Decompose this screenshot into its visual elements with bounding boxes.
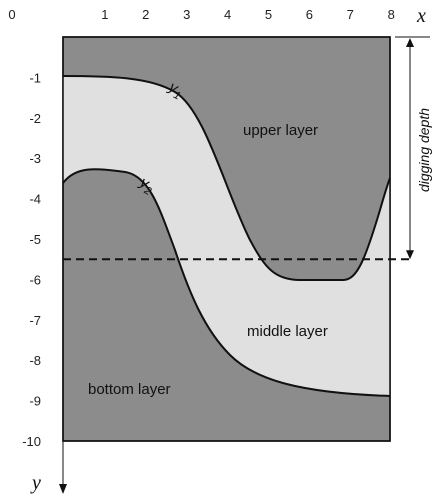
- x-tick-label: 1: [101, 7, 108, 22]
- digging-depth-label: digging depth: [416, 108, 432, 192]
- x-tick-label: 4: [224, 7, 231, 22]
- y-axis-name: y: [30, 472, 41, 494]
- x-tick-label: 8: [388, 7, 395, 22]
- x-axis-name: x: [416, 5, 426, 27]
- y-tick-label: -6: [29, 272, 41, 287]
- x-tick-label: 0: [8, 7, 15, 22]
- middle-layer-label: middle layer: [247, 323, 328, 340]
- x-tick-label: 2: [142, 7, 149, 22]
- x-tick-label: 5: [265, 7, 272, 22]
- y-tick-label: -4: [29, 192, 41, 207]
- digging-depth-arrow: [395, 36, 430, 260]
- plot-border: [62, 36, 391, 442]
- y-tick-label: -5: [29, 232, 41, 247]
- y-tick-label: -10: [22, 434, 41, 449]
- y-tick-label: -1: [29, 70, 41, 85]
- y-tick-labels: -1 -2 -3 -4 -5 -6 -7 -8 -9 -10: [22, 70, 41, 449]
- y-axis-arrowhead: [59, 484, 67, 494]
- x-tick-label: 3: [183, 7, 190, 22]
- depth-arrow-head-top: [406, 38, 414, 47]
- bottom-layer-label: bottom layer: [88, 381, 171, 398]
- depth-arrow-head-bottom: [406, 250, 414, 260]
- upper-layer-label: upper layer: [243, 122, 318, 139]
- middle-layer-region: [63, 76, 390, 396]
- y-tick-label: -8: [29, 353, 41, 368]
- curve-y1: [62, 75, 391, 281]
- y-tick-label: -2: [29, 111, 41, 126]
- curve-y2: [62, 168, 391, 397]
- y-tick-label: -3: [29, 151, 41, 166]
- x-tick-label: 7: [347, 7, 354, 22]
- x-tick-labels: 0 1 2 3 4 5 6 7 8: [8, 7, 394, 22]
- curve-y1-subscript: 1: [171, 89, 182, 102]
- y-tick-label: -9: [29, 394, 41, 409]
- x-tick-label: 6: [306, 7, 313, 22]
- y-tick-label: -7: [29, 313, 41, 328]
